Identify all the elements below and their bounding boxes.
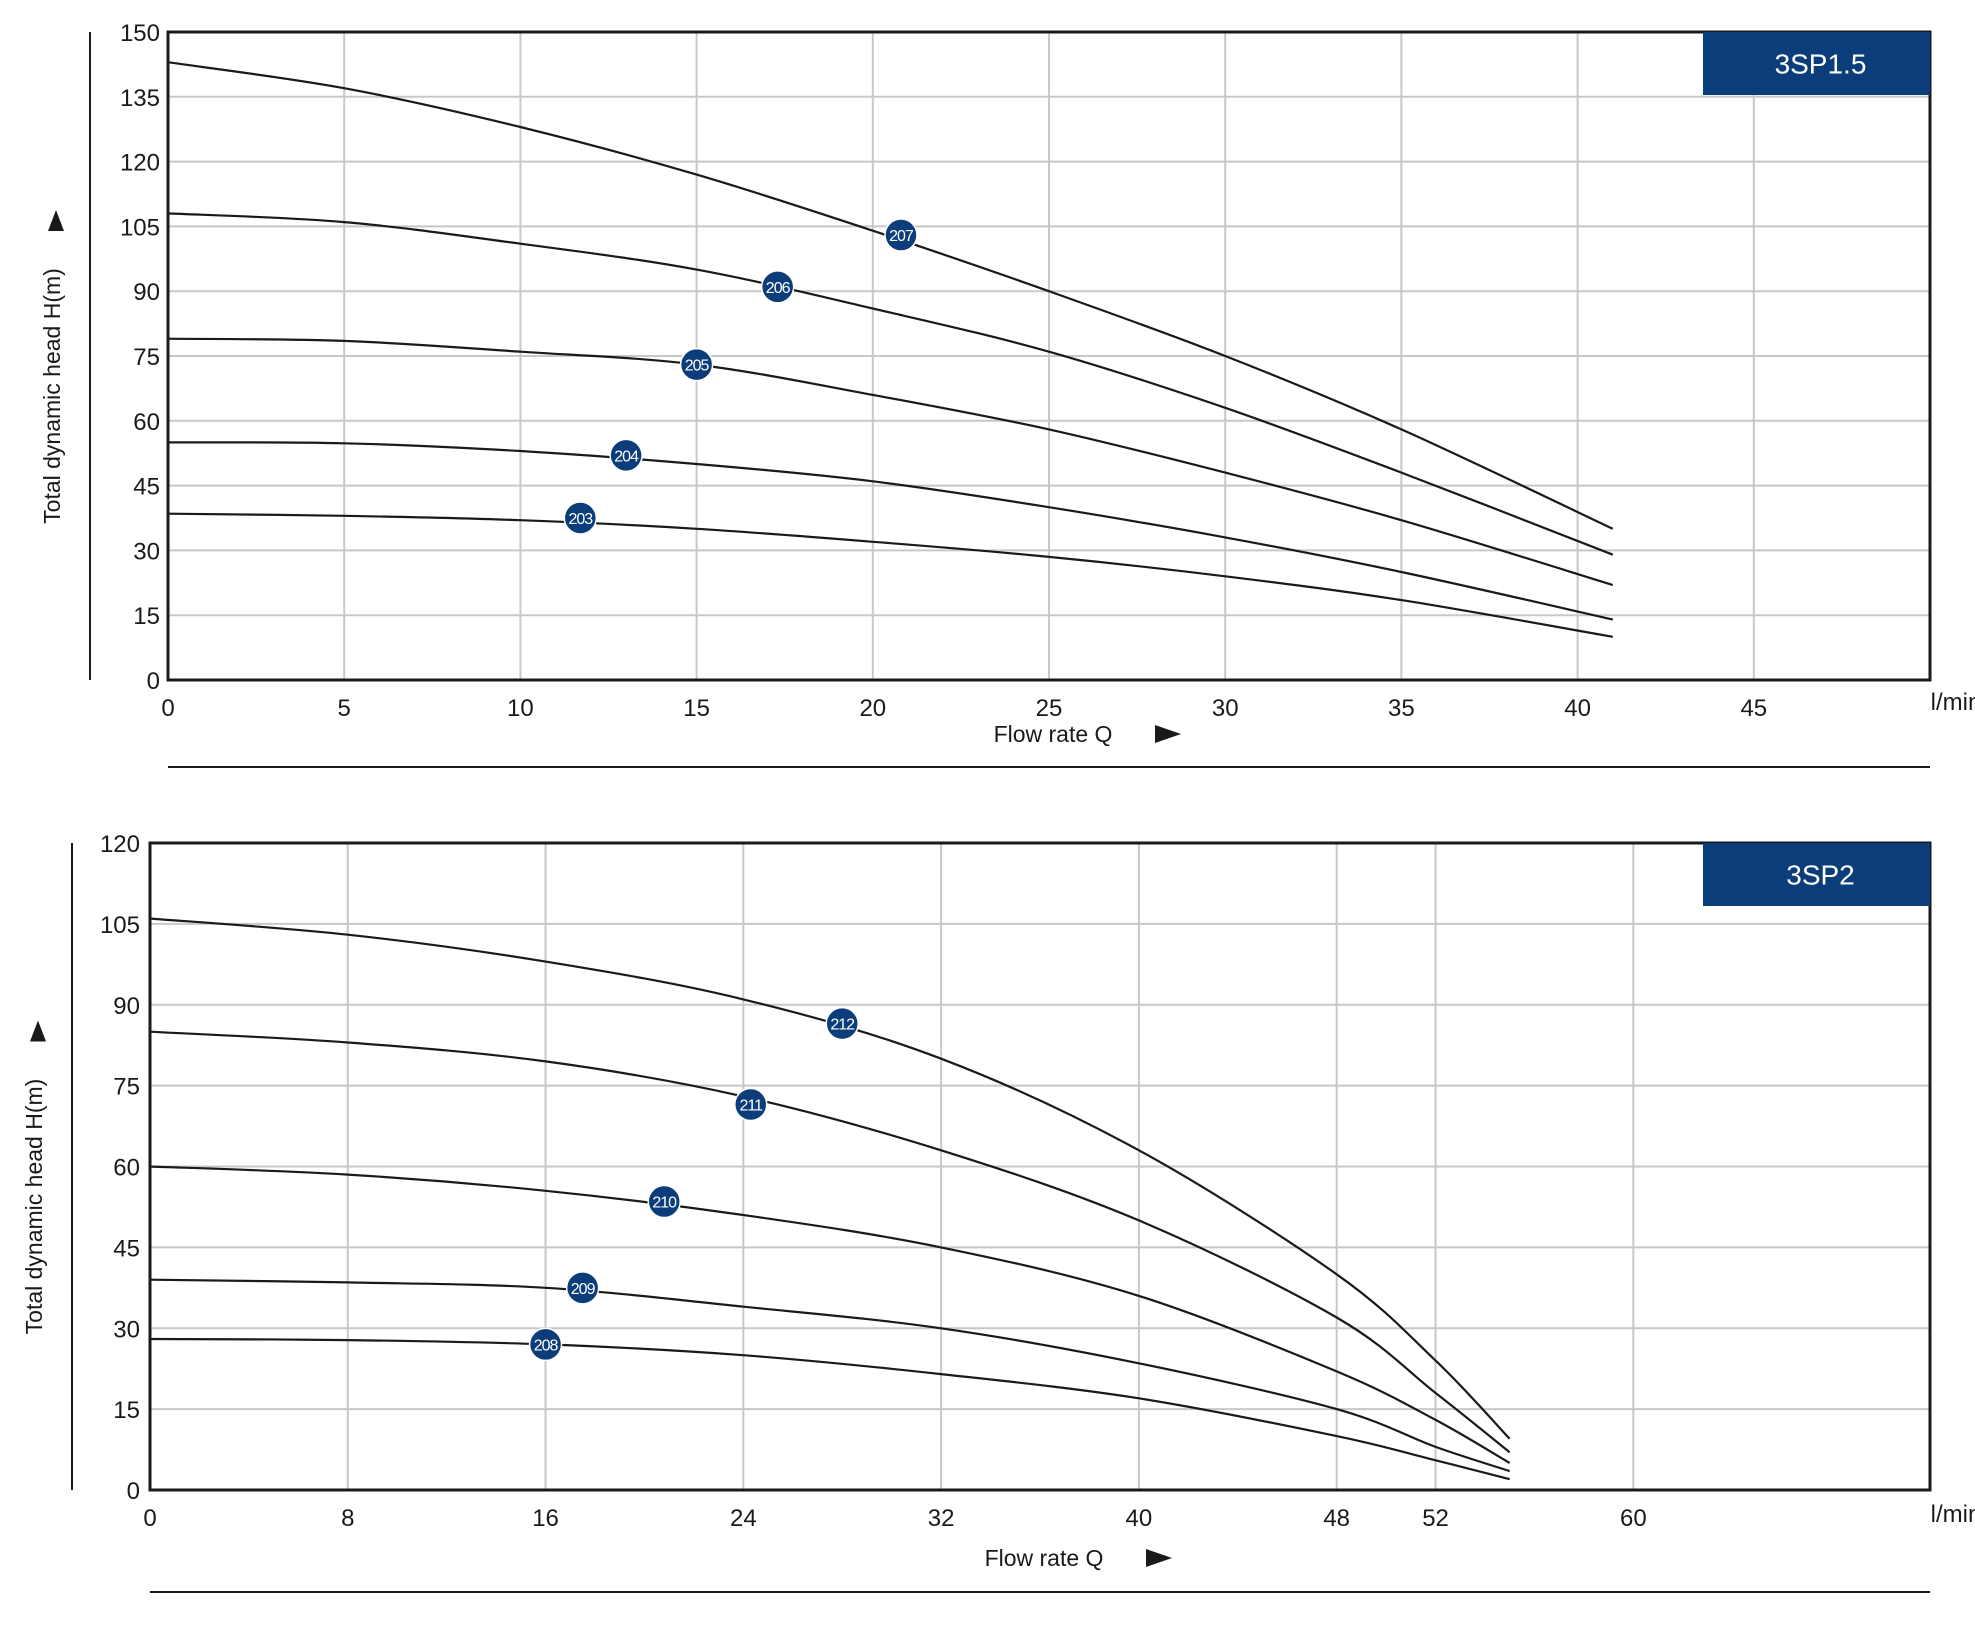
y-tick-label: 0 xyxy=(147,668,160,695)
y-tick-label: 60 xyxy=(133,409,160,436)
series-badge-208 xyxy=(528,1327,563,1362)
x-tick-label: 0 xyxy=(161,695,174,722)
model-label: 3SP1.5 xyxy=(1775,49,1867,80)
series-badge-label: 210 xyxy=(652,1195,677,1212)
series-badge-204 xyxy=(609,438,643,473)
series-badge-label: 208 xyxy=(534,1337,559,1354)
series-line-207 xyxy=(167,61,1614,530)
series-line-204 xyxy=(167,441,1614,621)
x-unit-label: l/min xyxy=(1931,689,1975,716)
x-tick-label: 32 xyxy=(928,1505,955,1532)
y-tick-label: 75 xyxy=(113,1074,140,1101)
plot-frame xyxy=(166,30,1932,682)
chart-panel-2: 0 15 30 45 60 75 90 105 120 0 8 16 24 32 40 48 52 60 l/min… xyxy=(21,831,1975,1593)
x-tick-label: 16 xyxy=(532,1505,559,1532)
model-badge xyxy=(1703,32,1930,95)
y-tick-label: 30 xyxy=(113,1316,140,1343)
series-line-212 xyxy=(149,917,1511,1440)
x-tick-label: 20 xyxy=(859,695,886,722)
model-badge xyxy=(1703,843,1930,906)
series-badge-label: 209 xyxy=(571,1281,596,1298)
series-line-211 xyxy=(149,1030,1511,1454)
y-axis-title: Total dynamic head H(m) xyxy=(39,268,65,524)
series-badge-205 xyxy=(679,347,714,382)
grid xyxy=(150,843,1930,1490)
series-line-208 xyxy=(149,1337,1510,1481)
series-badge-212 xyxy=(825,1006,859,1041)
y-axis-arrow-icon xyxy=(48,210,64,231)
x-axis-title: Flow rate Q xyxy=(985,1545,1104,1571)
series-badge-label: 204 xyxy=(614,448,639,465)
series-badge-203 xyxy=(563,501,598,535)
y-tick-label: 60 xyxy=(113,1155,140,1182)
y-tick-label: 90 xyxy=(133,279,160,306)
x-tick-label: 25 xyxy=(1036,695,1063,722)
y-tick-label: 150 xyxy=(120,20,160,47)
y-axis-title-group: Total dynamic head H(m) xyxy=(21,1020,47,1335)
y-tick-label: 90 xyxy=(113,993,140,1020)
y-tick-label: 120 xyxy=(120,150,160,177)
y-axis-arrow-icon xyxy=(30,1020,46,1042)
series-line-209 xyxy=(149,1278,1511,1473)
x-tick-label: 48 xyxy=(1323,1505,1350,1532)
chart-panel-1: 0 15 30 45 60 75 90 105 120 135 150 0 5 10 15 20 25 30 35 4… xyxy=(39,20,1975,768)
x-tick-label: 10 xyxy=(507,695,534,722)
y-tick-label: 15 xyxy=(113,1397,140,1424)
x-tick-label: 40 xyxy=(1564,695,1591,722)
curves: 212 211 210 209 208 xyxy=(149,917,1511,1481)
x-tick-label: 0 xyxy=(143,1505,156,1532)
series-badge-210 xyxy=(647,1184,681,1219)
series-badge-209 xyxy=(565,1271,600,1305)
series-badge-label: 205 xyxy=(685,358,710,375)
series-badge-label: 203 xyxy=(568,511,593,528)
x-tick-label: 24 xyxy=(730,1505,757,1532)
series-badge-label: 206 xyxy=(766,280,791,297)
series-line-205 xyxy=(167,337,1614,587)
x-axis-title: Flow rate Q xyxy=(994,721,1113,747)
x-tick-label: 8 xyxy=(341,1505,354,1532)
y-tick-label: 30 xyxy=(133,538,160,565)
x-tick-label: 52 xyxy=(1422,1505,1449,1532)
x-tick-label: 35 xyxy=(1388,695,1415,722)
y-tick-label: 0 xyxy=(127,1478,140,1505)
x-tick-label: 45 xyxy=(1740,695,1767,722)
y-tick-label: 135 xyxy=(120,85,160,112)
model-label: 3SP2 xyxy=(1786,860,1855,891)
series-badge-label: 212 xyxy=(830,1017,855,1034)
y-tick-label: 105 xyxy=(120,214,160,241)
y-tick-label: 105 xyxy=(100,912,140,939)
series-badge-207 xyxy=(884,218,918,252)
y-axis-title: Total dynamic head H(m) xyxy=(21,1079,47,1335)
y-axis-title-group: Total dynamic head H(m) xyxy=(39,210,65,524)
y-tick-label: 45 xyxy=(133,474,160,501)
x-tick-label: 60 xyxy=(1620,1505,1647,1532)
curves: 207 206 205 204 203 xyxy=(167,61,1614,638)
y-tick-label: 75 xyxy=(133,344,160,371)
series-badge-label: 211 xyxy=(739,1097,763,1114)
x-tick-label: 5 xyxy=(338,695,351,722)
series-line-206 xyxy=(167,212,1614,556)
y-tick-label: 45 xyxy=(113,1235,140,1262)
series-line-210 xyxy=(149,1165,1511,1464)
grid xyxy=(168,32,1930,680)
series-badge-211 xyxy=(734,1087,768,1122)
x-axis-arrow-icon xyxy=(1155,725,1181,743)
y-tick-label: 15 xyxy=(133,603,160,630)
y-tick-label: 120 xyxy=(100,831,140,858)
x-tick-label: 15 xyxy=(683,695,710,722)
series-line-203 xyxy=(167,512,1613,638)
series-badge-label: 207 xyxy=(889,228,914,245)
x-unit-label: l/min xyxy=(1931,1501,1975,1528)
x-axis-arrow-icon xyxy=(1146,1549,1172,1567)
x-tick-label: 40 xyxy=(1126,1505,1153,1532)
x-tick-label: 30 xyxy=(1212,695,1239,722)
series-badge-206-label xyxy=(760,270,795,304)
